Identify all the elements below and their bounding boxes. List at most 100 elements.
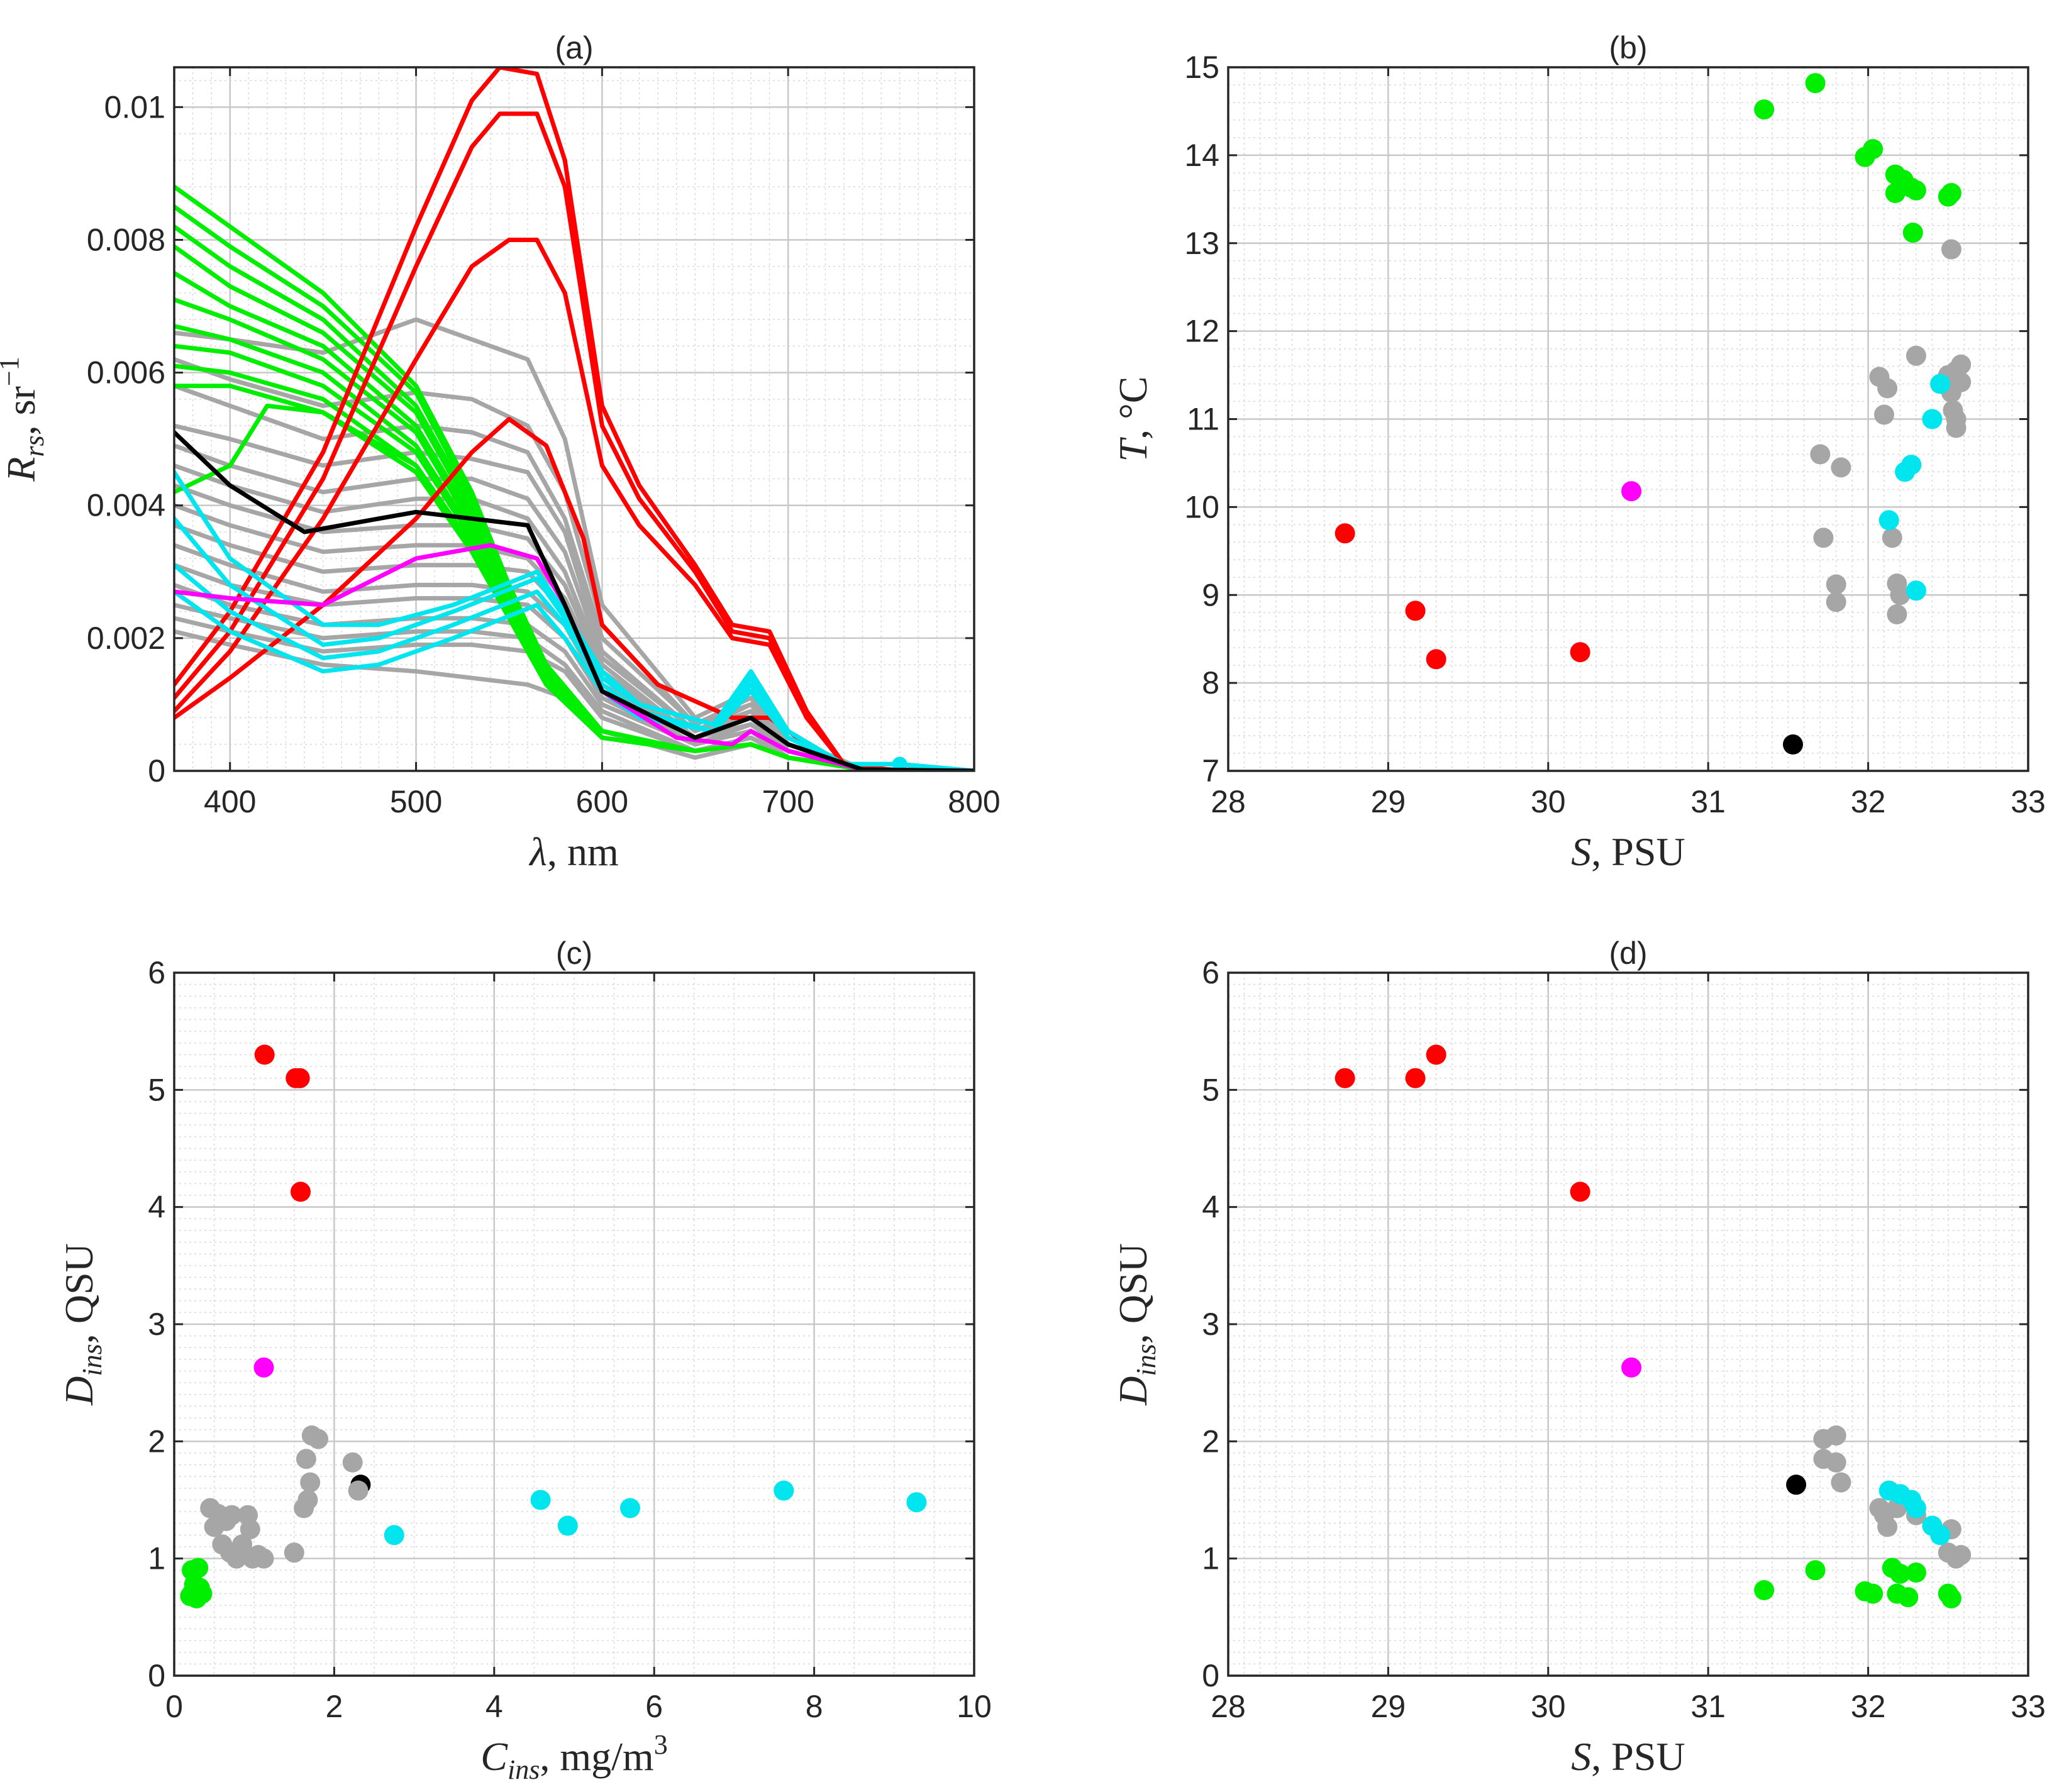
data-point	[1405, 600, 1426, 621]
ticks-b	[1227, 66, 2029, 772]
x-tick-label: 2	[325, 1689, 343, 1724]
data-point	[1831, 457, 1851, 478]
x-tick-label: 400	[204, 784, 256, 819]
data-point	[620, 1498, 640, 1518]
chart-title: (c)	[556, 936, 592, 971]
data-point	[1930, 1525, 1951, 1546]
data-point	[1887, 604, 1907, 624]
data-point	[1426, 649, 1446, 670]
x-tick-label: 32	[1851, 784, 1886, 819]
data-point	[1878, 510, 1899, 531]
y-tick-label: 5	[148, 1072, 165, 1107]
data-point	[384, 1525, 404, 1546]
y-tick-label: 8	[1202, 665, 1219, 700]
data-point	[1874, 404, 1894, 425]
data-point	[240, 1519, 260, 1540]
panel-a: 400 500 600 700 800 0 0.002 0.004 0.006 0.008 0.01…	[0, 30, 1001, 874]
x-tick-label: 6	[645, 1689, 663, 1724]
x-axis-label: S, PSU	[1571, 1734, 1685, 1779]
data-point	[1826, 574, 1846, 595]
data-point	[1882, 528, 1902, 548]
x-tick-label: 500	[390, 784, 442, 819]
data-point	[1805, 1560, 1826, 1581]
data-point	[1863, 139, 1884, 160]
data-point	[1826, 1452, 1846, 1473]
data-point	[1906, 180, 1926, 201]
y-tick-label: 2	[1202, 1424, 1219, 1459]
data-point	[1930, 373, 1951, 394]
data-point	[1906, 1562, 1926, 1583]
data-point	[1906, 580, 1926, 601]
data-point	[1951, 354, 1972, 375]
y-axis-label: Dins, QSU	[1111, 1243, 1162, 1406]
x-tick-label: 10	[957, 1689, 992, 1724]
x-tick-label: 33	[2011, 1689, 2046, 1724]
data-point	[1334, 1068, 1355, 1088]
data-point	[1621, 481, 1642, 502]
y-tick-label: 0	[148, 1658, 165, 1693]
x-tick-label: 33	[2011, 784, 2046, 819]
data-point	[1906, 345, 1926, 366]
data-point	[1877, 1517, 1898, 1537]
y-tick-label: 0.01	[104, 89, 165, 124]
x-tick-label: 29	[1371, 1689, 1406, 1724]
y-tick-label: 0.008	[87, 222, 165, 257]
data-layer-c	[180, 1044, 927, 1608]
data-point	[1951, 1545, 1972, 1566]
y-tick-label: 9	[1202, 577, 1219, 612]
series-line-green-11	[174, 403, 974, 771]
data-point	[1405, 1068, 1426, 1088]
panel-d: 28 29 30 31 32 33 0 1 2 3 4 5 6 (d) S, PSU Dins, QSU	[1111, 936, 2046, 1779]
y-tick-label: 14	[1184, 138, 1219, 173]
ticks-d	[1227, 971, 2029, 1677]
y-tick-label: 6	[1202, 955, 1219, 990]
y-tick-label: 2	[148, 1424, 165, 1459]
data-point	[1831, 1472, 1851, 1493]
chart-title: (d)	[1609, 936, 1647, 971]
data-point	[1863, 1583, 1884, 1604]
x-axis-label: S, PSU	[1571, 829, 1685, 874]
x-tick-label: 28	[1211, 784, 1246, 819]
y-tick-label: 6	[148, 955, 165, 990]
x-tick-label: 30	[1531, 1689, 1566, 1724]
panel-b: 28 29 30 31 32 33 7 8 9 10 11 12 13 14 15 (b) S, PSU T, °…	[1111, 30, 2046, 874]
data-point	[1898, 1587, 1919, 1608]
data-point	[300, 1472, 321, 1493]
y-tick-label: 1	[1202, 1541, 1219, 1576]
ticks-c	[173, 971, 975, 1677]
x-axis-label: λ, nm	[528, 829, 619, 874]
data-point	[284, 1542, 304, 1563]
chart-title: (b)	[1609, 30, 1647, 65]
data-point	[1754, 99, 1775, 120]
data-point	[253, 1357, 274, 1378]
data-point	[774, 1480, 794, 1501]
data-point	[253, 1548, 274, 1569]
y-tick-label: 1	[148, 1541, 165, 1576]
data-point	[348, 1480, 369, 1501]
x-tick-label: 8	[806, 1689, 823, 1724]
data-point	[1902, 223, 1923, 243]
data-point	[291, 1181, 311, 1202]
data-point	[1941, 183, 1961, 203]
x-tick-label: 4	[485, 1689, 503, 1724]
data-point	[1786, 1474, 1807, 1495]
y-tick-label: 0	[148, 753, 165, 788]
data-point	[906, 1492, 927, 1513]
data-point	[188, 1557, 209, 1578]
x-tick-label: 600	[576, 784, 628, 819]
data-point	[1890, 1563, 1911, 1584]
y-axis-label: Dins, QSU	[57, 1243, 108, 1406]
data-point	[1826, 1425, 1846, 1446]
data-layer-b	[1334, 73, 1972, 755]
data-point	[1570, 1181, 1590, 1202]
y-tick-label: 11	[1187, 402, 1219, 437]
y-tick-label: 4	[1202, 1190, 1219, 1225]
data-point	[342, 1452, 363, 1473]
data-point	[557, 1515, 578, 1536]
x-tick-label: 32	[1851, 1689, 1886, 1724]
x-axis-label: Cins, mg/m3	[480, 1729, 667, 1785]
data-point	[1805, 73, 1826, 94]
data-point	[296, 1449, 316, 1469]
y-tick-label: 7	[1202, 753, 1219, 788]
